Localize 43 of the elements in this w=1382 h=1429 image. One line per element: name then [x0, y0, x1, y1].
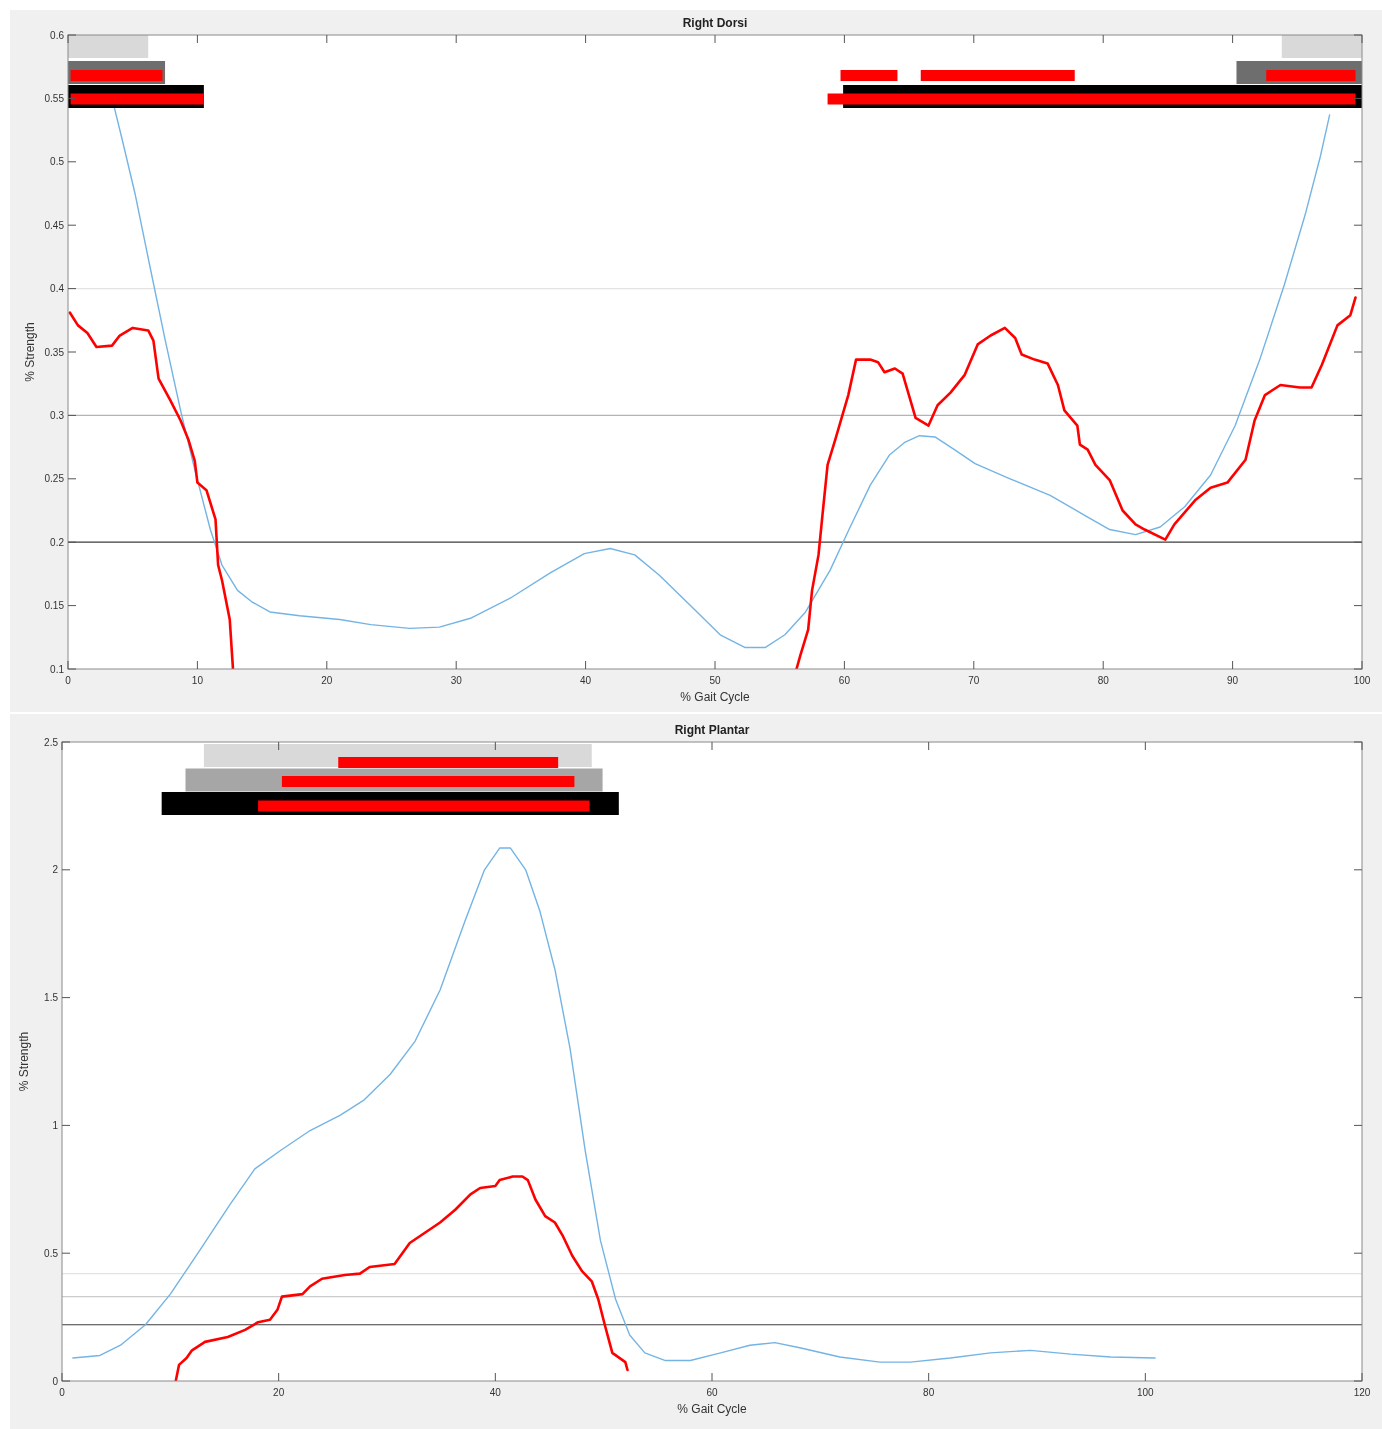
- y-tick-label: 0: [52, 1375, 59, 1387]
- x-tick-label: 40: [489, 1387, 502, 1398]
- y-tick-label: 0.4: [50, 283, 65, 295]
- x-tick-label: 100: [1136, 1387, 1155, 1398]
- line-series: [113, 107, 1331, 649]
- x-tick-label: 60: [838, 675, 851, 686]
- x-tick-label: 100: [1353, 675, 1371, 686]
- y-tick-label: 0.25: [44, 473, 65, 485]
- y-axis-title: % Strength: [23, 322, 37, 382]
- x-tick-label: 20: [321, 675, 333, 686]
- chart-title: Right Plantar: [674, 723, 750, 737]
- y-tick-label: 0.35: [44, 346, 65, 358]
- line-series: [174, 1175, 629, 1381]
- y-tick-label: 0.2: [50, 536, 65, 548]
- x-tick-label: 90: [1227, 675, 1239, 686]
- y-tick-label: 2: [52, 864, 59, 876]
- y-tick-label: 2.5: [44, 736, 59, 748]
- x-tick-label: 60: [706, 1387, 718, 1398]
- y-tick-label: 1.5: [44, 992, 59, 1004]
- y-axis-title: % Strength: [17, 1031, 31, 1092]
- y-tick-label: 0.1: [50, 663, 65, 675]
- x-tick-label: 70: [968, 675, 980, 686]
- x-tick-label: 40: [580, 675, 592, 686]
- y-tick-label: 0.5: [44, 1247, 59, 1259]
- y-tick-label: 0.3: [50, 409, 65, 421]
- x-tick-label: 50: [709, 675, 721, 686]
- x-tick-label: 120: [1353, 1387, 1371, 1398]
- x-axis-title: % Gait Cycle: [680, 690, 750, 704]
- x-tick-label: 0: [65, 675, 72, 686]
- chart-title: Right Dorsi: [682, 16, 748, 30]
- y-tick-label: 0.45: [44, 219, 65, 231]
- y-tick-label: 0.15: [44, 600, 65, 612]
- y-tick-label: 0.6: [50, 29, 65, 41]
- line-series: [72, 847, 1156, 1363]
- y-tick-label: 1: [52, 1119, 59, 1131]
- y-tick-label: 0.5: [50, 156, 65, 168]
- x-tick-label: 20: [273, 1387, 285, 1398]
- x-axis-title: % Gait Cycle: [677, 1402, 747, 1416]
- x-tick-label: 80: [1097, 675, 1110, 686]
- x-tick-label: 10: [191, 675, 204, 686]
- x-tick-label: 80: [923, 1387, 935, 1398]
- x-tick-label: 30: [450, 675, 463, 686]
- y-tick-label: 0.55: [44, 92, 65, 104]
